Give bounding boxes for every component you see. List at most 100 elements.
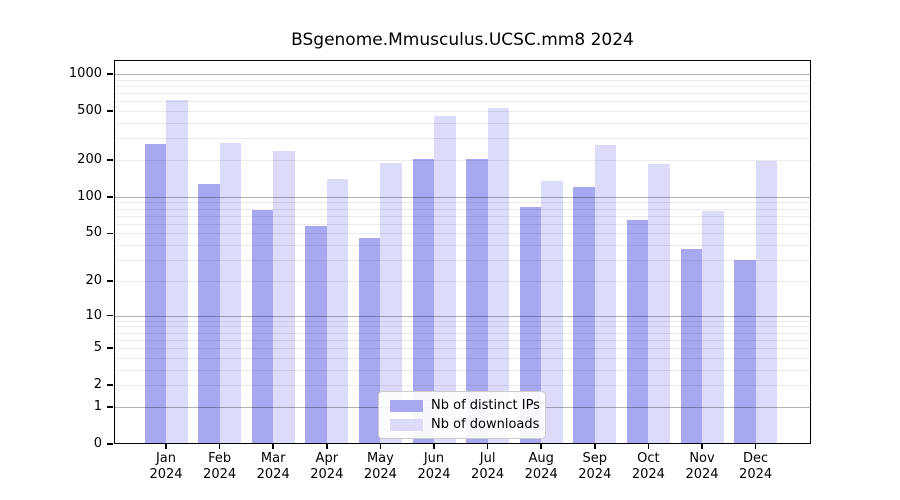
y-tick-label: 500 <box>77 103 102 119</box>
bar-dec-downloads <box>755 161 778 444</box>
gridline-minor <box>115 93 810 95</box>
x-tick-label: Nov 2024 <box>685 451 719 482</box>
gridline-minor <box>115 123 810 125</box>
bar-sep-downloads <box>594 144 617 444</box>
y-tick-label: 10 <box>85 307 102 323</box>
y-axis-tick <box>107 384 113 386</box>
x-tick-label: Feb 2024 <box>203 451 237 482</box>
gridline-minor <box>115 385 810 387</box>
x-tick-label: Jul 2024 <box>471 451 505 482</box>
x-axis-tick <box>540 444 542 449</box>
gridline-minor <box>115 208 810 210</box>
x-tick-label: Dec 2024 <box>739 451 773 482</box>
gridline-major <box>115 315 810 317</box>
x-axis-tick <box>754 444 757 449</box>
chart-title: BSgenome.Mmusculus.UCSC.mm8 2024 <box>291 30 634 50</box>
bar-apr-distinct-ips <box>305 225 327 444</box>
gridline-major <box>115 196 810 198</box>
y-tick-label: 20 <box>85 272 102 288</box>
gridline-minor <box>115 223 810 225</box>
bar-feb-downloads <box>219 142 242 444</box>
legend-swatch-distinct-ips <box>390 399 423 412</box>
legend-label-downloads: Nb of downloads <box>431 417 540 432</box>
bar-jul-distinct-ips <box>466 158 488 444</box>
bar-may-downloads <box>380 163 402 444</box>
bar-oct-distinct-ips <box>626 219 649 444</box>
y-axis-tick <box>107 406 113 408</box>
x-axis-tick <box>272 444 274 449</box>
bar-may-distinct-ips <box>358 237 381 444</box>
bar-aug-downloads <box>541 180 563 444</box>
bar-jun-downloads <box>434 115 456 444</box>
x-tick-label: Apr 2024 <box>310 451 344 482</box>
y-axis-tick <box>107 232 113 235</box>
gridline-minor <box>115 245 810 247</box>
y-axis-tick <box>107 196 113 198</box>
gridline-minor <box>115 357 810 359</box>
plot-area <box>114 60 811 444</box>
gridline-minor <box>115 233 810 235</box>
x-axis-tick <box>326 444 328 449</box>
x-axis-tick <box>701 444 703 449</box>
bar-feb-distinct-ips <box>198 184 220 444</box>
x-axis-tick <box>379 444 382 449</box>
gridline-minor <box>115 339 810 341</box>
x-axis-tick <box>218 444 221 449</box>
y-tick-label: 1000 <box>68 66 102 82</box>
gridline-minor <box>115 369 810 371</box>
bar-jan-downloads <box>166 100 188 444</box>
bar-jul-downloads <box>487 107 510 444</box>
bar-mar-downloads <box>273 150 295 444</box>
y-axis-tick <box>107 347 113 349</box>
y-axis-tick <box>107 73 113 75</box>
legend-label-distinct-ips: Nb of distinct IPs <box>431 398 540 413</box>
y-tick-label: 5 <box>93 340 102 356</box>
bar-jan-distinct-ips <box>144 144 166 444</box>
gridline-minor <box>115 85 810 87</box>
legend-item-downloads: Nb of downloads <box>390 417 539 432</box>
x-tick-label: Jan 2024 <box>149 451 183 482</box>
x-tick-label: Aug 2024 <box>524 451 558 482</box>
gridline-minor <box>115 332 810 334</box>
gridline-minor <box>115 160 810 161</box>
gridline-minor <box>115 320 810 322</box>
y-axis-tick <box>107 280 113 282</box>
gridline-minor <box>115 348 810 350</box>
gridline-minor <box>115 326 810 328</box>
gridline-minor <box>115 101 810 103</box>
x-tick-label: Sep 2024 <box>578 451 612 482</box>
x-tick-label: Jun 2024 <box>417 451 451 482</box>
x-axis-tick <box>486 444 489 449</box>
bar-mar-distinct-ips <box>251 210 274 444</box>
y-tick-label: 2 <box>93 377 102 393</box>
bar-oct-downloads <box>648 164 670 444</box>
legend: Nb of distinct IPs Nb of downloads <box>378 391 546 439</box>
bar-sep-distinct-ips <box>573 186 595 444</box>
bar-dec-distinct-ips <box>734 260 756 444</box>
bar-nov-distinct-ips <box>680 249 702 444</box>
y-axis-tick <box>107 159 113 161</box>
y-tick-label: 0 <box>93 436 102 451</box>
gridline-major <box>115 74 810 76</box>
x-tick-label: Mar 2024 <box>256 451 290 482</box>
legend-swatch-downloads <box>390 418 423 431</box>
y-axis-tick <box>107 443 113 445</box>
gridline-minor <box>115 260 810 262</box>
bar-aug-distinct-ips <box>519 207 542 444</box>
x-axis-tick <box>433 444 435 449</box>
y-tick-label: 50 <box>85 225 102 241</box>
y-tick-label: 100 <box>77 188 102 204</box>
x-axis-tick <box>165 444 167 449</box>
y-tick-label: 200 <box>77 152 102 167</box>
legend-item-distinct-ips: Nb of distinct IPs <box>390 398 540 413</box>
y-axis-tick <box>107 110 113 112</box>
y-tick-label: 1 <box>93 398 102 414</box>
bar-nov-downloads <box>702 211 724 444</box>
gridline-minor <box>115 79 810 81</box>
x-axis-tick <box>594 444 596 449</box>
gridline-minor <box>115 202 810 204</box>
gridline-minor <box>115 138 810 140</box>
bar-apr-downloads <box>326 179 349 444</box>
bar-jun-distinct-ips <box>412 158 434 444</box>
